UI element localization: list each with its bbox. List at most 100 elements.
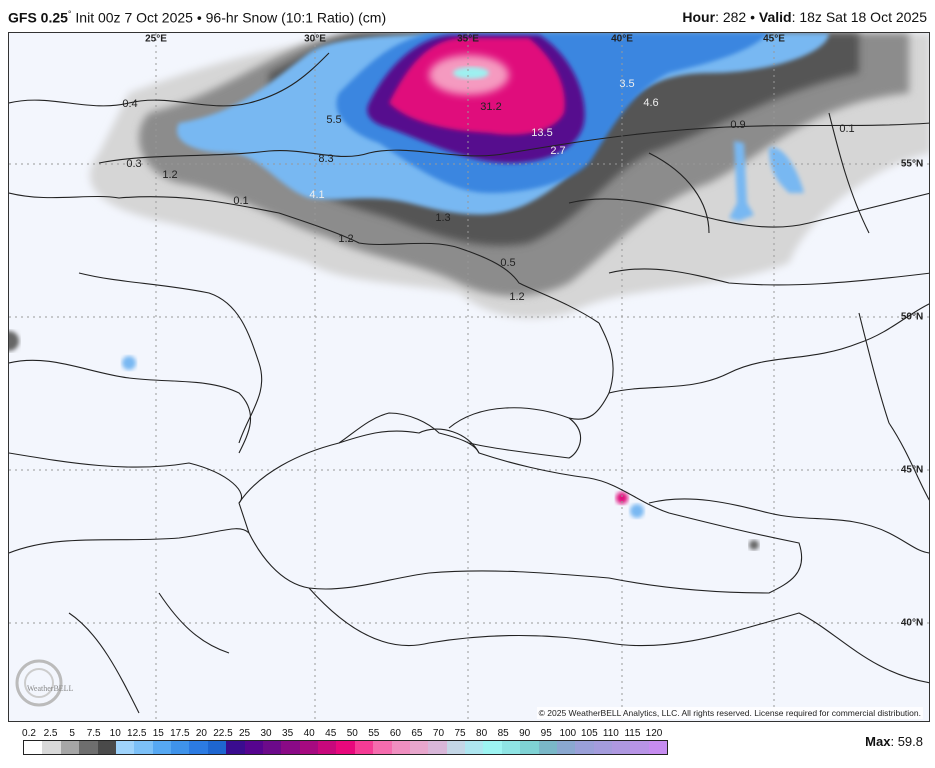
hour-label: Hour [682, 9, 716, 25]
colorbar-swatch [226, 741, 245, 754]
copyright-notice: © 2025 WeatherBELL Analytics, LLC. All r… [536, 707, 923, 719]
colorbar-swatch [134, 741, 153, 754]
max-label: Max [865, 734, 891, 749]
colorbar-swatch [299, 741, 318, 754]
colorbar-swatch [244, 741, 263, 754]
colorbar-swatch [630, 741, 649, 754]
degree-symbol: ° [67, 9, 72, 19]
init-info: Init 00z 7 Oct 2025 • 96-hr Snow (10:1 R… [71, 9, 387, 26]
snow-value-label: 1.2 [509, 291, 525, 303]
snow-value-label: 0.3 [126, 158, 142, 170]
snow-value-label: 0.5 [500, 257, 516, 269]
legend-tick-label: 12.5 [127, 728, 147, 739]
greece-coast [68, 592, 230, 714]
lon-label: 30°E [304, 33, 326, 45]
lat-label: 50°N [900, 311, 924, 323]
legend-tick-label: 110 [602, 728, 619, 739]
snowfall-map: WeatherBELL 25°E 30°E 35°E 40°E 45°E 55°… [8, 32, 930, 722]
crimea-outline [338, 412, 480, 454]
lon-label: 45°E [763, 33, 785, 45]
legend-tick-label: 20 [195, 728, 207, 739]
colorbar-swatch [409, 741, 429, 754]
colorbar-swatch [556, 741, 576, 754]
legend-tick-label: 25 [238, 728, 251, 739]
colorbar-swatch [281, 741, 300, 754]
snow-value-label: 1.2 [162, 169, 178, 181]
snow-value-label: 3.5 [619, 78, 635, 90]
max-number: : 59.8 [890, 734, 923, 749]
snow-value-label: 1.2 [338, 233, 354, 245]
snow-value-label: 0.1 [839, 123, 855, 135]
colorbar-swatch [115, 741, 135, 754]
map-title: GFS 0.25° Init 00z 7 Oct 2025 • 96-hr Sn… [8, 9, 386, 26]
snow-value-label: 31.2 [480, 101, 502, 113]
colorbar-swatch [501, 741, 521, 754]
colorbar-swatch [152, 741, 171, 754]
colorbar-swatch [648, 741, 668, 754]
borders-and-coastlines [9, 52, 929, 714]
legend-tick-label: 85 [497, 728, 509, 739]
border-ukraine-north [9, 192, 600, 324]
colorbar-swatch [373, 741, 392, 754]
map-graphics: WeatherBELL [9, 33, 929, 721]
colorbar-swatch [42, 741, 61, 754]
legend-tick-label: 15 [152, 728, 164, 739]
border-north-2 [98, 122, 929, 164]
lat-label: 45°N [900, 464, 924, 476]
colorbar-swatch [24, 741, 43, 754]
snow-value-label: 2.7 [550, 145, 566, 157]
lat-label: 40°N [900, 617, 924, 629]
colorbar-swatch [483, 741, 502, 754]
colorbar-swatch [207, 741, 227, 754]
colorbar-swatch [79, 741, 98, 754]
legend-tick-label: 115 [624, 728, 641, 739]
legend-tick-label: 105 [581, 728, 598, 739]
border-balkans [9, 452, 250, 554]
legend-tick-label: 45 [325, 728, 337, 739]
model-name: GFS 0.25 [8, 9, 68, 26]
border-russia-south [608, 303, 929, 394]
snow-field [9, 33, 929, 550]
lon-label: 35°E [457, 33, 479, 45]
legend-tick-label: 55 [368, 728, 380, 739]
colorbar-swatch [391, 741, 410, 754]
legend-tick-label: 75 [454, 728, 466, 739]
border-romania [9, 359, 252, 454]
colorbar-swatch [575, 741, 594, 754]
legend-tick-label: 30 [260, 728, 272, 739]
legend-tick-label: 22.5 [213, 728, 233, 739]
border-moldova [78, 272, 263, 444]
legend-tick-label: 0.2 [22, 728, 36, 739]
legend-tick-label: 50 [346, 728, 358, 739]
colorbar-swatch [612, 741, 631, 754]
weatherbell-logo: WeatherBELL [15, 659, 74, 707]
legend-tick-label: 90 [519, 728, 531, 739]
graticule [9, 33, 929, 721]
snow-value-label: 8.3 [318, 153, 334, 165]
azov-sea [448, 407, 581, 459]
legend-tick-label: 70 [432, 728, 445, 739]
colorbar-swatch [318, 741, 337, 754]
colorbar-swatch [171, 741, 190, 754]
colorbar-swatch [189, 741, 208, 754]
lon-label: 25°E [145, 33, 167, 45]
colorbar-swatch [60, 741, 80, 754]
snow-value-label: 5.5 [326, 114, 342, 126]
colorbar-swatch [593, 741, 612, 754]
caspian-west-coast [858, 312, 929, 501]
legend-tick-label: 2.5 [43, 728, 58, 739]
valid-label: Valid [758, 9, 792, 25]
colorbar-swatch [428, 741, 447, 754]
border-ukraine-east [568, 322, 614, 420]
legend-tick-label: 100 [559, 728, 577, 739]
legend-tick-label: 65 [411, 728, 423, 739]
border-north-1 [9, 52, 330, 107]
colorbar-swatch [465, 741, 484, 754]
legend-tick-label: 35 [282, 728, 294, 739]
legend-labels: 0.2 2.5 5 7.5 10 12.5 15 17.5 20 22.5 25 30 35 40 45 50… [22, 728, 668, 740]
legend-tick-label: 120 [645, 728, 663, 739]
legend-tick-label: 60 [389, 728, 401, 739]
colorbar-swatch [354, 741, 374, 754]
colorbar-swatch [446, 741, 465, 754]
max-value: Max: 59.8 [865, 734, 923, 749]
